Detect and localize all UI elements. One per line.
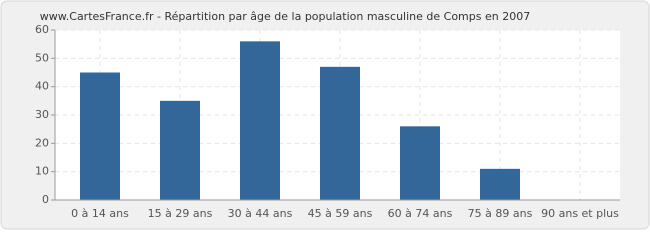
y-tick-label: 20 xyxy=(35,136,49,149)
chart-title: www.CartesFrance.fr - Répartition par âg… xyxy=(40,10,530,23)
bar xyxy=(240,41,280,201)
bar xyxy=(160,100,200,200)
bar xyxy=(80,72,120,200)
x-tick-label: 60 à 74 ans xyxy=(388,207,453,220)
x-tick-label: 45 à 59 ans xyxy=(308,207,373,220)
x-tick-label: 0 à 14 ans xyxy=(71,207,129,220)
chart: www.CartesFrance.fr - Répartition par âg… xyxy=(0,0,650,230)
x-tick-label: 90 ans et plus xyxy=(541,207,619,220)
y-tick-label: 40 xyxy=(35,80,49,93)
bar xyxy=(320,66,360,200)
y-tick-label: 30 xyxy=(35,108,49,121)
y-tick-label: 60 xyxy=(35,23,49,36)
x-tick-label: 30 à 44 ans xyxy=(228,207,293,220)
bar xyxy=(480,168,520,200)
y-tick-label: 10 xyxy=(35,165,49,178)
bar xyxy=(400,126,440,200)
y-tick-label: 0 xyxy=(42,193,49,206)
x-tick-label: 75 à 89 ans xyxy=(468,207,533,220)
x-tick-label: 15 à 29 ans xyxy=(148,207,213,220)
y-tick-label: 50 xyxy=(35,51,49,64)
